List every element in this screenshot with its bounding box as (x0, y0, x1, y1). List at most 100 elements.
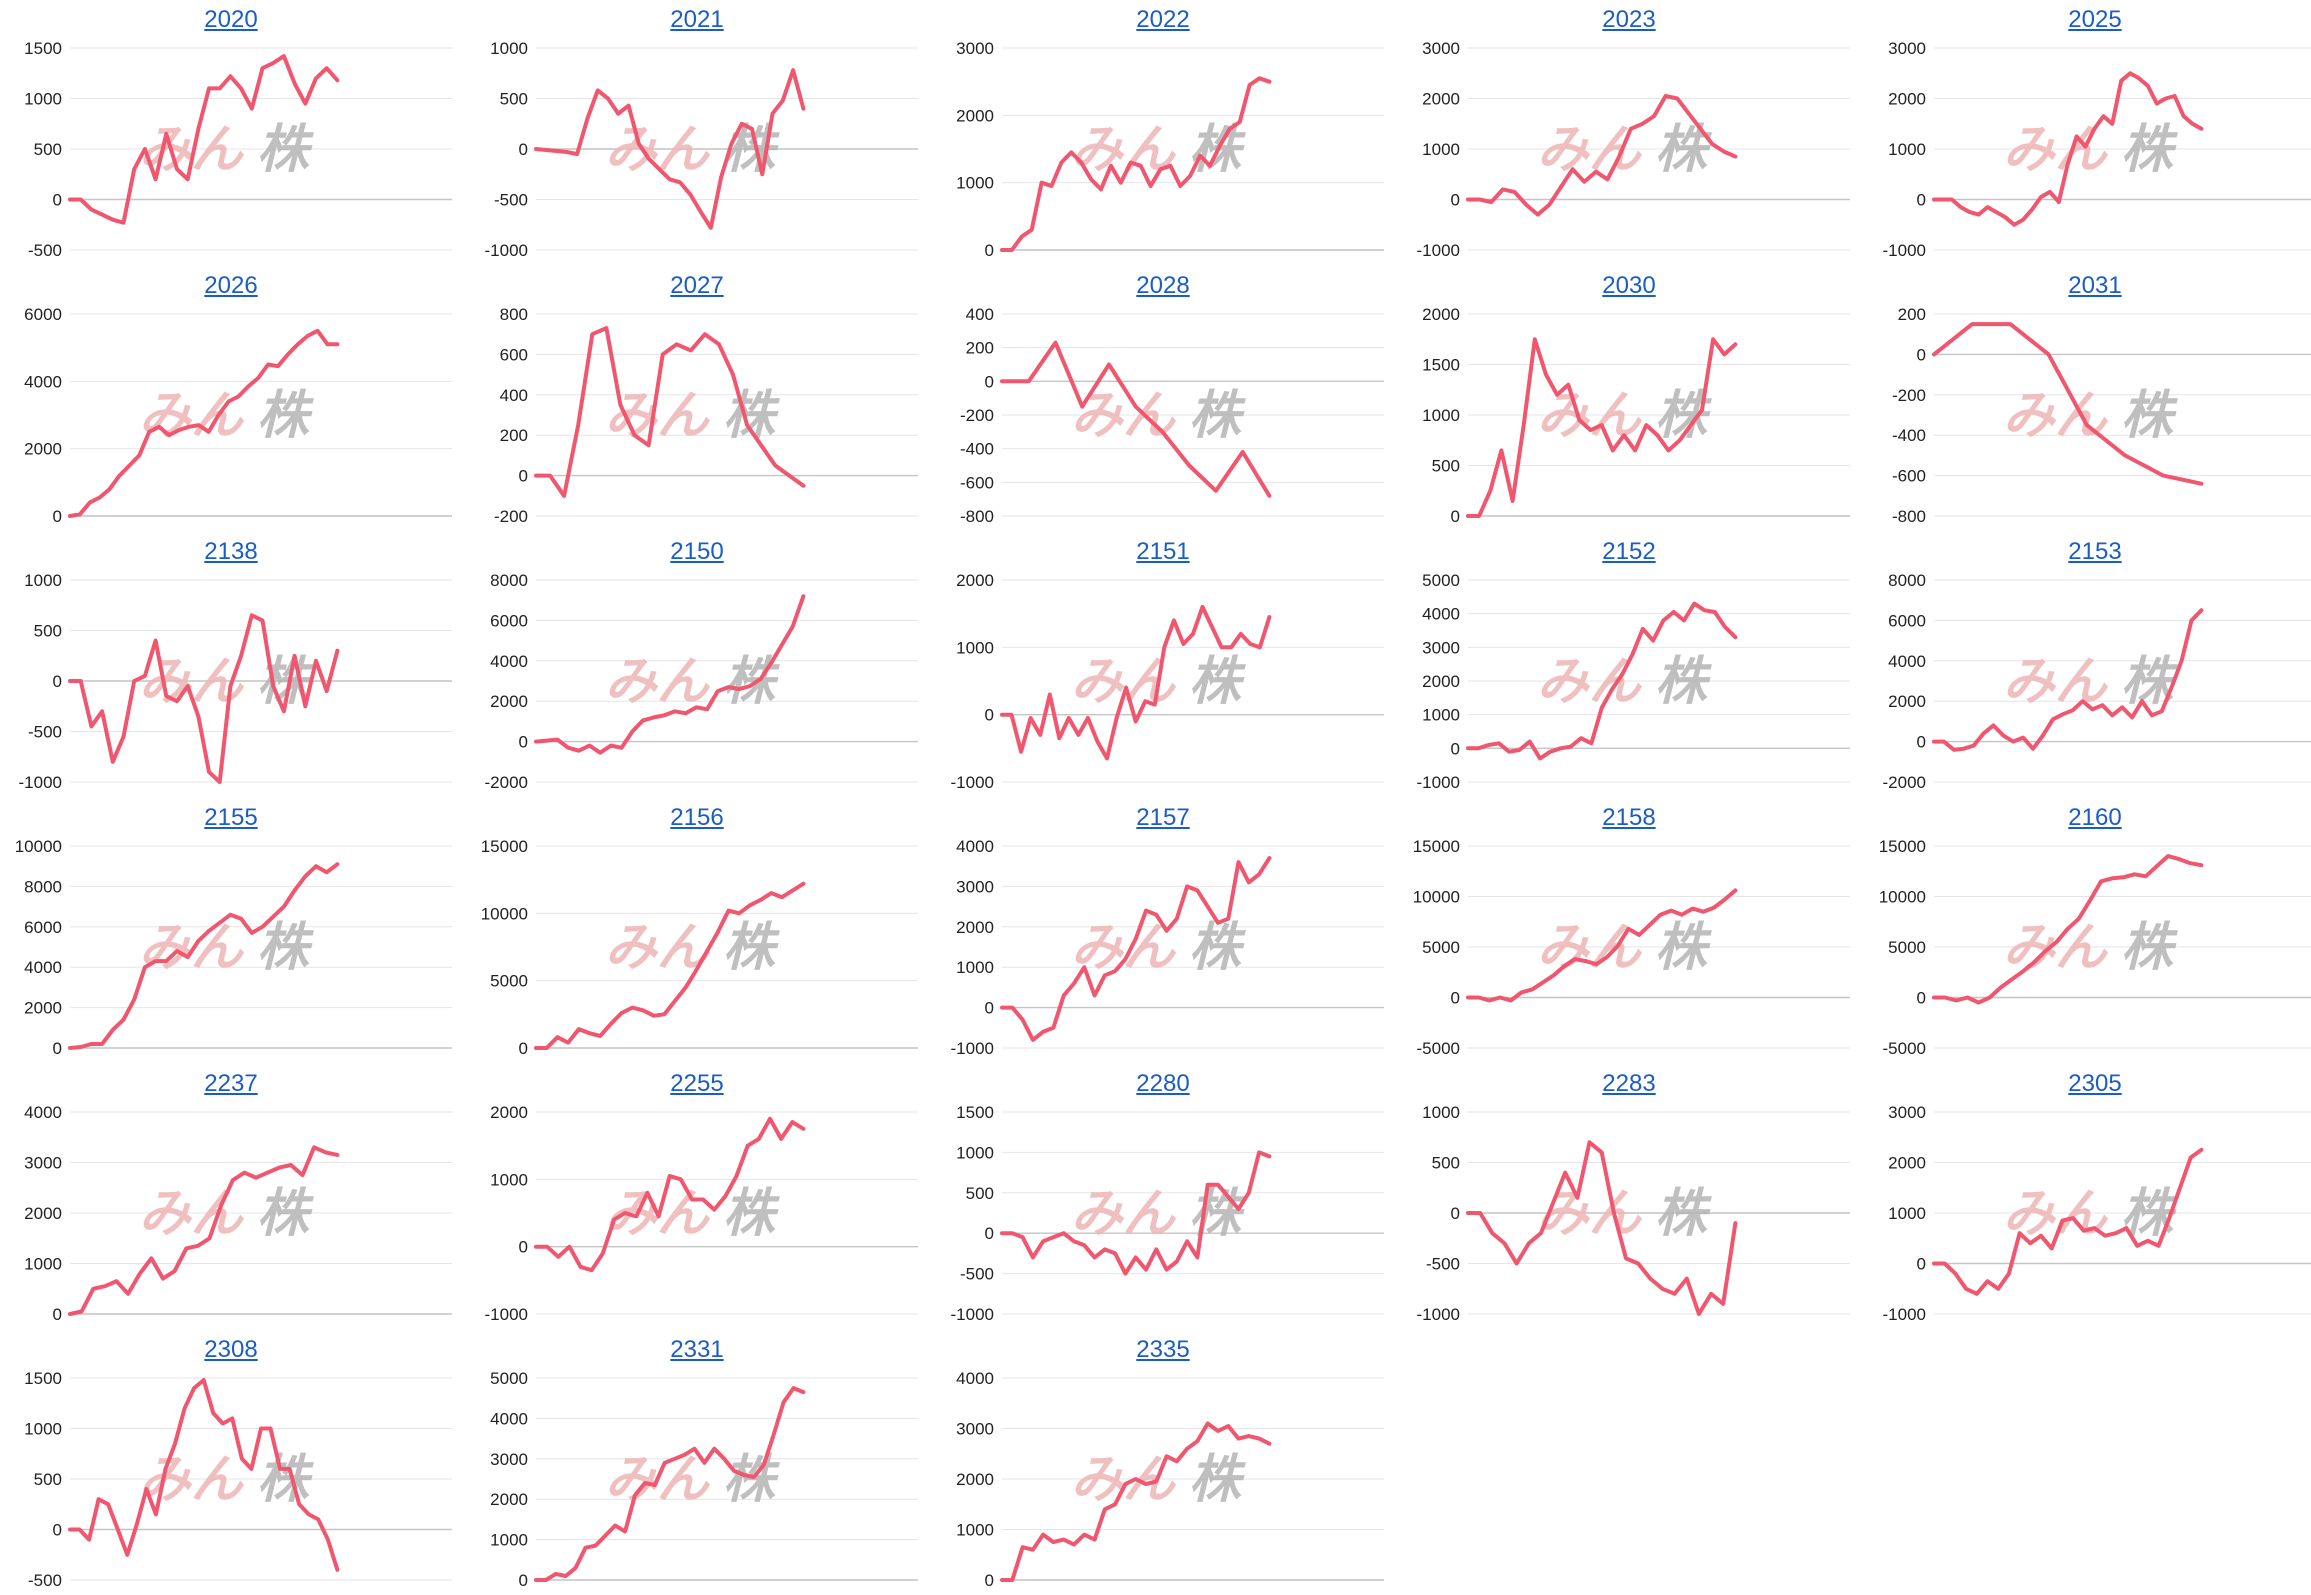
svg-text:株: 株 (723, 918, 781, 978)
chart-title-link[interactable]: 2335 (1136, 1336, 1190, 1363)
chart-title-link[interactable]: 2160 (2068, 804, 2122, 831)
line-chart: 0100020003000みん株 (956, 39, 1384, 260)
svg-text:株: 株 (1655, 652, 1713, 712)
y-tick-label: -2000 (485, 773, 528, 792)
price-line-series (534, 594, 806, 755)
svg-text:株: 株 (2121, 918, 2179, 978)
svg-text:株: 株 (1189, 652, 1247, 712)
y-tick-label: 0 (1917, 989, 1926, 1008)
y-tick-label: -1000 (1417, 241, 1460, 260)
chart-title-link[interactable]: 2237 (204, 1070, 258, 1097)
chart-title-link[interactable]: 2331 (670, 1336, 724, 1363)
y-tick-label: 0 (1451, 1204, 1460, 1223)
chart-title-link[interactable]: 2025 (2068, 6, 2122, 33)
y-tick-label: 3000 (490, 1450, 528, 1469)
chart-title-link[interactable]: 2152 (1602, 538, 1656, 565)
price-line-series (1932, 71, 2204, 227)
y-tick-label: 1500 (24, 39, 62, 58)
price-line-series (1932, 1147, 2204, 1296)
stock-chart-2025: -1000 0 1000 2000 3000 みん株 2025 (1864, 0, 2311, 265)
price-line-series (1000, 856, 1272, 1042)
chart-title-link[interactable]: 2150 (670, 538, 724, 565)
y-tick-label: 3000 (956, 39, 994, 58)
svg-text:みん: みん (605, 918, 711, 978)
watermark-logo: みん株 (605, 1450, 781, 1510)
y-tick-label: 2000 (1888, 90, 1926, 109)
chart-title-link[interactable]: 2138 (204, 538, 258, 565)
y-tick-label: 0 (53, 1039, 62, 1058)
y-tick-label: -600 (960, 473, 994, 492)
y-tick-label: 4000 (490, 652, 528, 671)
y-tick-label: -800 (960, 507, 994, 526)
svg-text:みん: みん (1537, 120, 1643, 180)
chart-title-link[interactable]: 2028 (1136, 272, 1190, 299)
chart-title-link[interactable]: 2305 (2068, 1070, 2122, 1097)
stock-chart-2335: 0 1000 2000 3000 4000 みん株 2335 (932, 1330, 1394, 1595)
svg-text:株: 株 (2121, 652, 2179, 712)
y-tick-label: 1000 (1888, 1204, 1926, 1223)
price-line-series (1000, 1421, 1272, 1582)
chart-title-link[interactable]: 2308 (204, 1336, 258, 1363)
y-tick-label: 0 (985, 1224, 994, 1243)
y-tick-label: 2000 (490, 692, 528, 711)
chart-title-link[interactable]: 2280 (1136, 1070, 1190, 1097)
stock-chart-2020: -500 0 500 1000 1500 みん株 2020 (0, 0, 462, 265)
chart-title-link[interactable]: 2157 (1136, 804, 1190, 831)
price-line-series (1932, 608, 2204, 752)
y-tick-label: -600 (1892, 467, 1926, 486)
y-tick-label: 3000 (956, 877, 994, 896)
y-tick-label: 0 (985, 706, 994, 725)
y-tick-label: -500 (28, 723, 62, 742)
y-tick-label: 0 (1451, 191, 1460, 210)
y-tick-label: 15000 (1413, 837, 1460, 856)
y-tick-label: 600 (500, 345, 528, 364)
chart-title-link[interactable]: 2026 (204, 272, 258, 299)
y-tick-label: 400 (966, 305, 994, 324)
y-tick-label: 2000 (24, 999, 62, 1018)
y-tick-label: 5000 (490, 972, 528, 991)
line-chart: -1000010002000みん株 (485, 1103, 918, 1324)
watermark-logo: みん株 (1071, 386, 1247, 446)
y-tick-label: -1000 (485, 1305, 528, 1324)
y-tick-label: 2000 (956, 1470, 994, 1489)
y-tick-label: 1000 (1888, 140, 1926, 159)
stock-chart-2152: -1000 0 1000 2000 3000 4000 5000 みん株 2152 (1398, 532, 1860, 797)
y-tick-label: 0 (519, 1571, 528, 1590)
line-chart: -1000010002000みん株 (951, 571, 1384, 792)
chart-title-link[interactable]: 2027 (670, 272, 724, 299)
chart-title-link[interactable]: 2155 (204, 804, 258, 831)
y-tick-label: -400 (1892, 426, 1926, 445)
price-line-series (68, 328, 340, 518)
chart-title-link[interactable]: 2031 (2068, 272, 2122, 299)
chart-title-link[interactable]: 2023 (1602, 6, 1656, 33)
svg-text:株: 株 (257, 918, 315, 978)
chart-title-link[interactable]: 2153 (2068, 538, 2122, 565)
chart-title-link[interactable]: 2283 (1602, 1070, 1656, 1097)
chart-title-link[interactable]: 2151 (1136, 538, 1190, 565)
y-tick-label: 3000 (24, 1154, 62, 1173)
y-tick-label: 0 (53, 1521, 62, 1540)
y-tick-label: 0 (985, 241, 994, 260)
price-line-series (1466, 94, 1738, 217)
price-line-series (1466, 1140, 1738, 1316)
chart-title-link[interactable]: 2022 (1136, 6, 1190, 33)
svg-text:みん: みん (1537, 652, 1643, 712)
chart-title-link[interactable]: 2156 (670, 804, 724, 831)
y-tick-label: -500 (494, 191, 528, 210)
y-tick-label: 500 (500, 90, 528, 109)
y-tick-label: 4000 (956, 1369, 994, 1388)
y-tick-label: 400 (500, 386, 528, 405)
chart-title-link[interactable]: 2158 (1602, 804, 1656, 831)
chart-title-link[interactable]: 2255 (670, 1070, 724, 1097)
y-tick-label: 3000 (1888, 39, 1926, 58)
chart-title-link[interactable]: 2030 (1602, 272, 1656, 299)
y-tick-label: 1000 (956, 638, 994, 657)
y-tick-label: 1500 (1422, 356, 1460, 375)
chart-title-link[interactable]: 2020 (204, 6, 258, 33)
y-tick-label: 3000 (1422, 39, 1460, 58)
y-tick-label: 0 (1917, 191, 1926, 210)
stock-chart-2031: -800 -600 -400 -200 0 200 みん株 2031 (1864, 266, 2311, 531)
y-tick-label: 0 (1917, 1255, 1926, 1274)
chart-title-link[interactable]: 2021 (670, 6, 724, 33)
y-tick-label: -2000 (1883, 773, 1926, 792)
